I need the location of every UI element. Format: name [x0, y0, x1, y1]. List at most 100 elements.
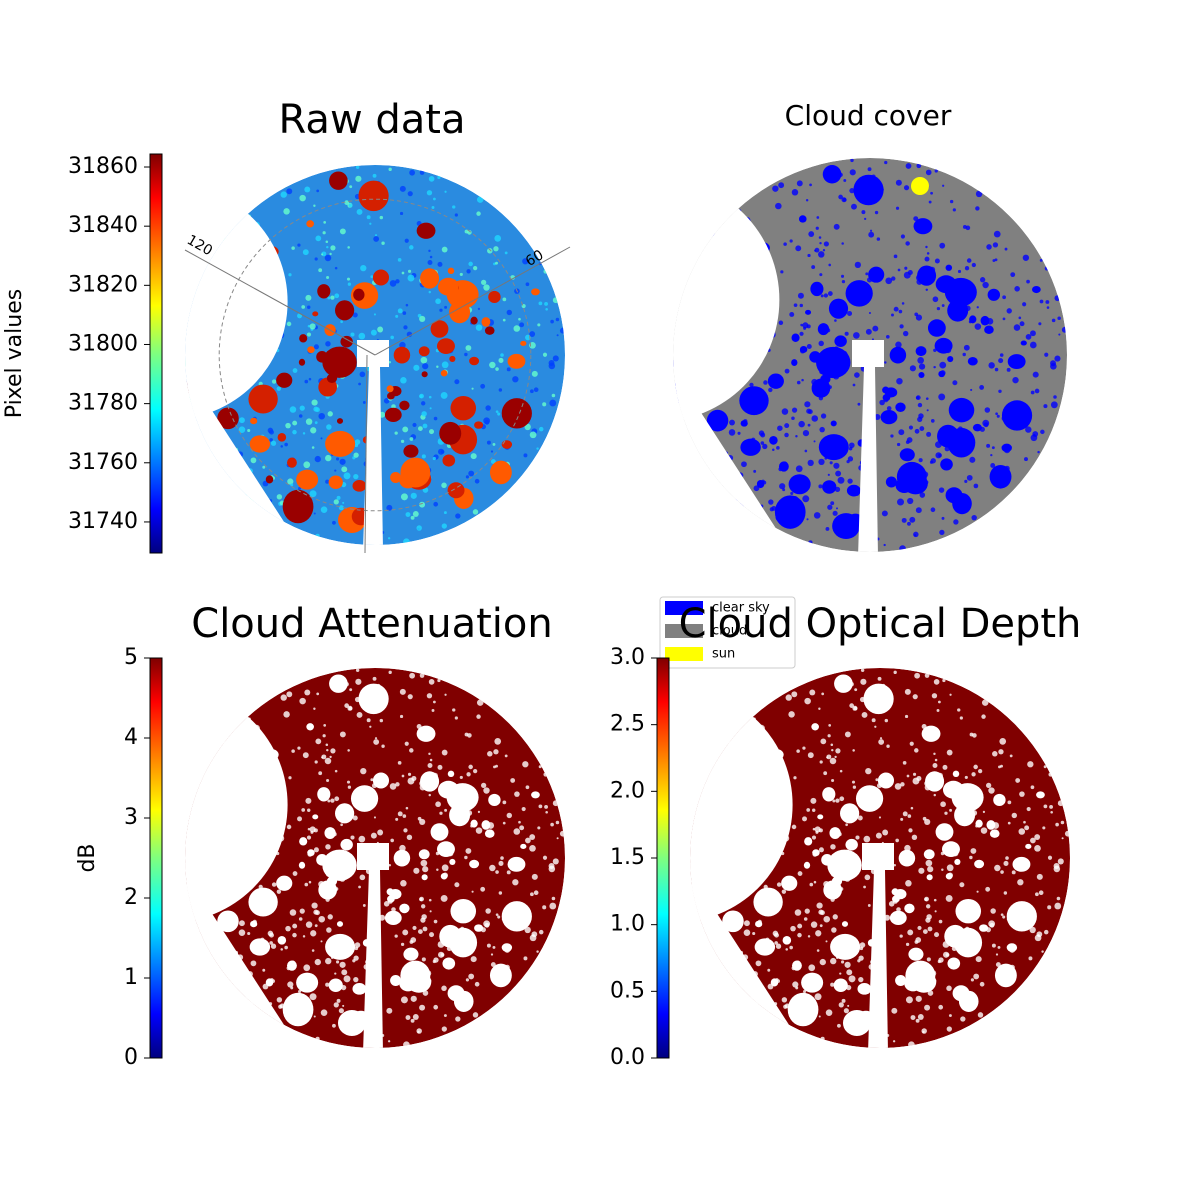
speckle [918, 867, 925, 874]
speckle [441, 864, 449, 872]
tick-label: 3.0 [610, 645, 645, 670]
speckle [487, 751, 493, 757]
cloud-gap [805, 309, 812, 315]
speckle [838, 194, 843, 200]
speckle [388, 670, 392, 674]
speckle [1047, 905, 1052, 910]
cloud-gap [384, 910, 402, 925]
speckle [916, 163, 922, 169]
cloud-gap [416, 222, 436, 239]
speckle [358, 885, 361, 889]
speckle [304, 186, 311, 193]
speckle [480, 782, 487, 789]
speckle [865, 767, 872, 775]
speckle [835, 748, 841, 754]
speckle [428, 176, 435, 182]
speckle [952, 380, 958, 386]
speckle [267, 427, 274, 434]
speckle [852, 383, 856, 387]
cloud-gap [249, 938, 271, 956]
speckle [849, 442, 855, 449]
speckle [377, 326, 384, 333]
speckle [542, 352, 548, 357]
speckle [924, 818, 931, 826]
speckle [315, 533, 320, 538]
speckle [320, 940, 323, 943]
speckle [556, 837, 559, 840]
speckle [815, 930, 822, 937]
speckle [289, 909, 297, 916]
speckle [939, 242, 946, 249]
speckle [304, 882, 309, 887]
speckle [831, 927, 837, 933]
speckle [316, 692, 320, 696]
speckle [1044, 266, 1049, 271]
speckle [794, 909, 802, 916]
cloud-gap [358, 683, 389, 715]
cloud-gap [767, 373, 784, 389]
speckle [974, 323, 982, 330]
speckle [799, 331, 804, 336]
cloud-gap [352, 479, 367, 492]
speckle [810, 921, 818, 928]
speckle [937, 700, 941, 704]
speckle [495, 261, 498, 265]
speckle [370, 778, 374, 782]
speckle [839, 769, 843, 773]
speckle [795, 465, 803, 473]
speckle [413, 867, 420, 874]
cloud-gap [316, 351, 328, 363]
speckle [849, 169, 856, 176]
speckle [816, 216, 820, 219]
speckle [326, 424, 332, 430]
speckle [307, 305, 311, 309]
cloud-gap [986, 820, 996, 830]
speckle [250, 457, 257, 464]
speckle [267, 930, 274, 937]
speckle [1026, 806, 1031, 812]
legend-label: sun [712, 647, 735, 662]
speckle [728, 429, 736, 436]
speckle [318, 412, 326, 420]
speckle [826, 756, 829, 759]
speckle [397, 308, 403, 314]
speckle [354, 439, 361, 445]
cloud-gap [812, 849, 820, 857]
speckle [400, 996, 408, 1004]
speckle [902, 760, 907, 765]
speckle [416, 1028, 422, 1034]
speckle [1007, 821, 1011, 825]
speckle [911, 834, 918, 841]
sun [911, 177, 929, 195]
cloud-gap [449, 301, 471, 324]
speckle [803, 917, 808, 921]
speckle [409, 437, 414, 441]
panel-title: Raw data [279, 97, 466, 143]
speckle [749, 382, 754, 388]
cloud-gap [967, 356, 978, 366]
speckle [455, 513, 461, 519]
speckle [762, 443, 768, 450]
speckle [796, 380, 801, 385]
speckle [881, 510, 888, 517]
speckle [311, 446, 315, 449]
speckle [865, 272, 869, 276]
speckle [475, 827, 483, 834]
speckle [875, 778, 879, 782]
speckle [907, 814, 912, 818]
cloud-gap [847, 286, 859, 299]
mask-notch [357, 843, 389, 1048]
speckle [904, 688, 911, 695]
speckle [810, 797, 817, 804]
speckle [926, 431, 932, 437]
speckle [407, 191, 413, 197]
speckle [973, 973, 980, 980]
speckle [353, 452, 359, 458]
speckle [1010, 272, 1016, 278]
speckle [302, 249, 309, 256]
speckle [329, 252, 332, 256]
speckle [797, 292, 804, 299]
cloud-gap [470, 819, 478, 828]
cloud-gap [955, 898, 982, 924]
speckle [407, 269, 412, 273]
